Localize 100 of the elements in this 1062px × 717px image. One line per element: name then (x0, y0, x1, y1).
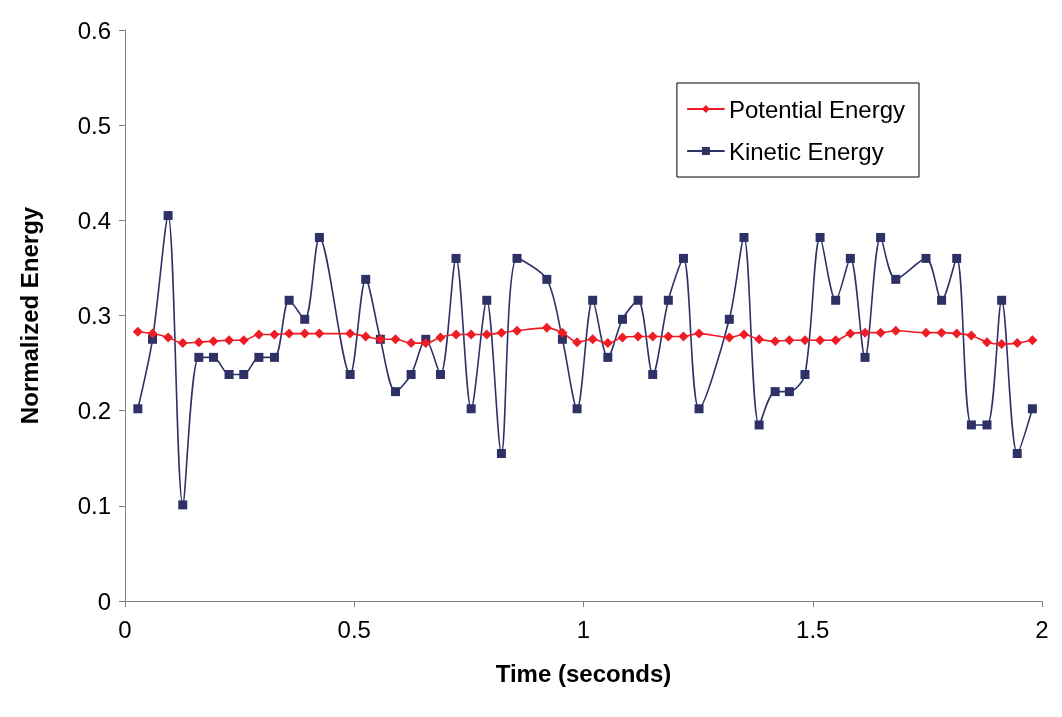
x-axis-title: Time (seconds) (495, 659, 672, 687)
point (496, 448, 506, 458)
point (420, 338, 431, 349)
point (845, 253, 855, 263)
point (633, 331, 644, 342)
point (815, 335, 826, 346)
point (163, 211, 173, 221)
point (770, 336, 781, 347)
point (982, 420, 992, 430)
point (451, 329, 462, 340)
point (481, 329, 492, 340)
point (269, 329, 280, 340)
point (208, 336, 219, 347)
point (178, 500, 188, 510)
point (224, 370, 234, 379)
point (360, 331, 371, 342)
point (617, 332, 628, 343)
point (997, 295, 1007, 305)
y-tick-label: 0.3 (77, 302, 111, 329)
point (890, 325, 901, 336)
point (132, 326, 143, 337)
point (678, 253, 688, 263)
y-tick-label: 0 (97, 587, 111, 615)
point (406, 370, 416, 379)
x-tick-label: 0 (118, 615, 132, 643)
point (345, 370, 355, 379)
point (299, 328, 310, 339)
point (284, 328, 295, 339)
point (937, 295, 947, 305)
point (647, 331, 658, 342)
point (800, 370, 810, 379)
point (845, 328, 856, 339)
point (435, 332, 446, 343)
point (603, 352, 613, 362)
point (390, 334, 401, 345)
point (770, 387, 780, 397)
point (1027, 404, 1037, 414)
point (512, 325, 523, 336)
point (694, 404, 704, 414)
point (239, 370, 249, 379)
point (891, 274, 901, 284)
point (738, 329, 749, 340)
point (921, 327, 931, 338)
point (588, 295, 598, 305)
point (572, 337, 583, 348)
point (966, 420, 976, 430)
x-tick-label: 0.5 (337, 615, 371, 643)
point (678, 331, 689, 342)
point (254, 352, 264, 362)
point (300, 314, 310, 324)
point (815, 232, 825, 242)
point (133, 404, 143, 414)
point (724, 332, 735, 343)
point (587, 334, 598, 345)
point (253, 329, 264, 340)
point (1012, 338, 1023, 349)
point (147, 328, 158, 339)
point (602, 338, 613, 349)
x-tick-label: 2 (1035, 615, 1049, 643)
point (1012, 448, 1022, 458)
point (784, 335, 795, 346)
point (936, 327, 947, 338)
point (996, 339, 1007, 350)
point (391, 387, 401, 397)
point (572, 404, 582, 414)
point (557, 327, 568, 338)
point (663, 331, 674, 342)
point (860, 352, 870, 362)
point (876, 232, 886, 242)
point (512, 253, 522, 263)
point (193, 337, 204, 348)
point (694, 328, 705, 339)
y-tick-label: 0.1 (77, 492, 111, 520)
point (648, 370, 658, 379)
point (345, 328, 356, 339)
point (860, 327, 871, 338)
point (754, 420, 764, 430)
point (482, 295, 492, 305)
point (739, 232, 749, 242)
y-axis-title: Normalized Energy (15, 206, 43, 425)
point (875, 327, 886, 338)
point (952, 253, 962, 263)
y-tick-label: 0.4 (77, 206, 111, 234)
point (177, 338, 188, 349)
x-tick-label: 1 (576, 615, 591, 643)
point (163, 332, 174, 343)
point (466, 329, 477, 340)
point (208, 352, 218, 362)
point (784, 387, 794, 397)
point (541, 322, 552, 333)
point (663, 295, 673, 305)
legend-label: Potential Energy (728, 95, 905, 123)
point (617, 314, 627, 324)
point (451, 253, 461, 263)
point (361, 274, 371, 284)
legend-label: Kinetic Energy (728, 137, 884, 165)
point (314, 232, 324, 242)
point (724, 314, 734, 324)
y-tick-label: 0.6 (77, 16, 111, 44)
point (754, 334, 765, 345)
